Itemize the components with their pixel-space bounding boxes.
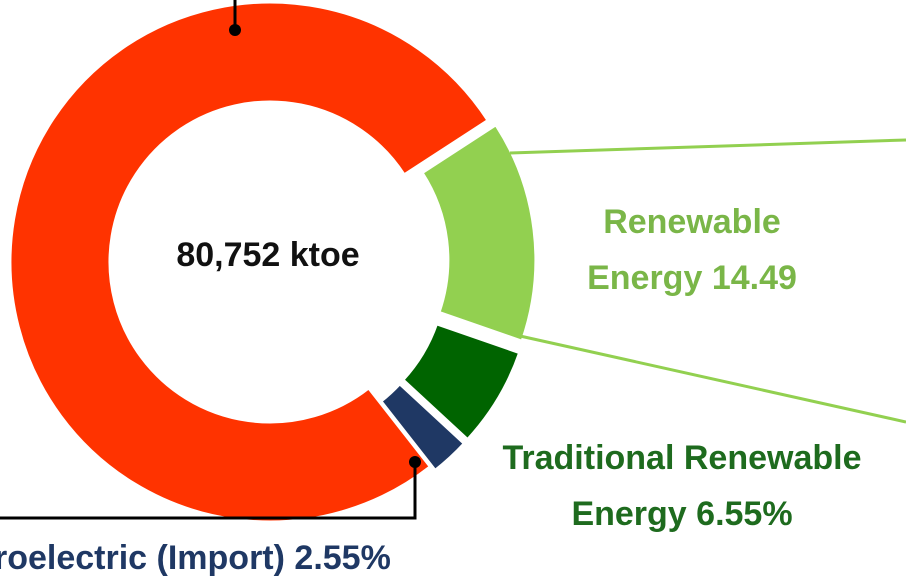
category: Traditional Renewable Energy	[502, 439, 862, 533]
donut-slice	[8, 0, 491, 524]
slices	[8, 0, 538, 524]
donut-slice	[419, 122, 538, 344]
slice-label: roelectric (Import) 2.55%	[0, 530, 391, 581]
leader-dot	[229, 24, 241, 36]
value-label: 6.55%	[696, 495, 793, 533]
leader-line	[509, 138, 906, 155]
donut-slice	[400, 321, 522, 442]
category: roelectric (Import)	[0, 539, 285, 577]
category: Renewable Energy	[587, 203, 781, 297]
leader-line	[0, 462, 417, 520]
slice-label: Renewable Energy 14.49	[562, 194, 822, 306]
center-label: 80,752 ktoe	[176, 236, 360, 274]
leader-line	[519, 334, 906, 424]
leader-dot	[409, 456, 421, 468]
value-label: 2.55%	[294, 539, 391, 577]
donut-slice	[378, 381, 467, 473]
value-label: 14.49	[711, 259, 797, 297]
slice-label: Traditional Renewable Energy 6.55%	[462, 430, 902, 542]
